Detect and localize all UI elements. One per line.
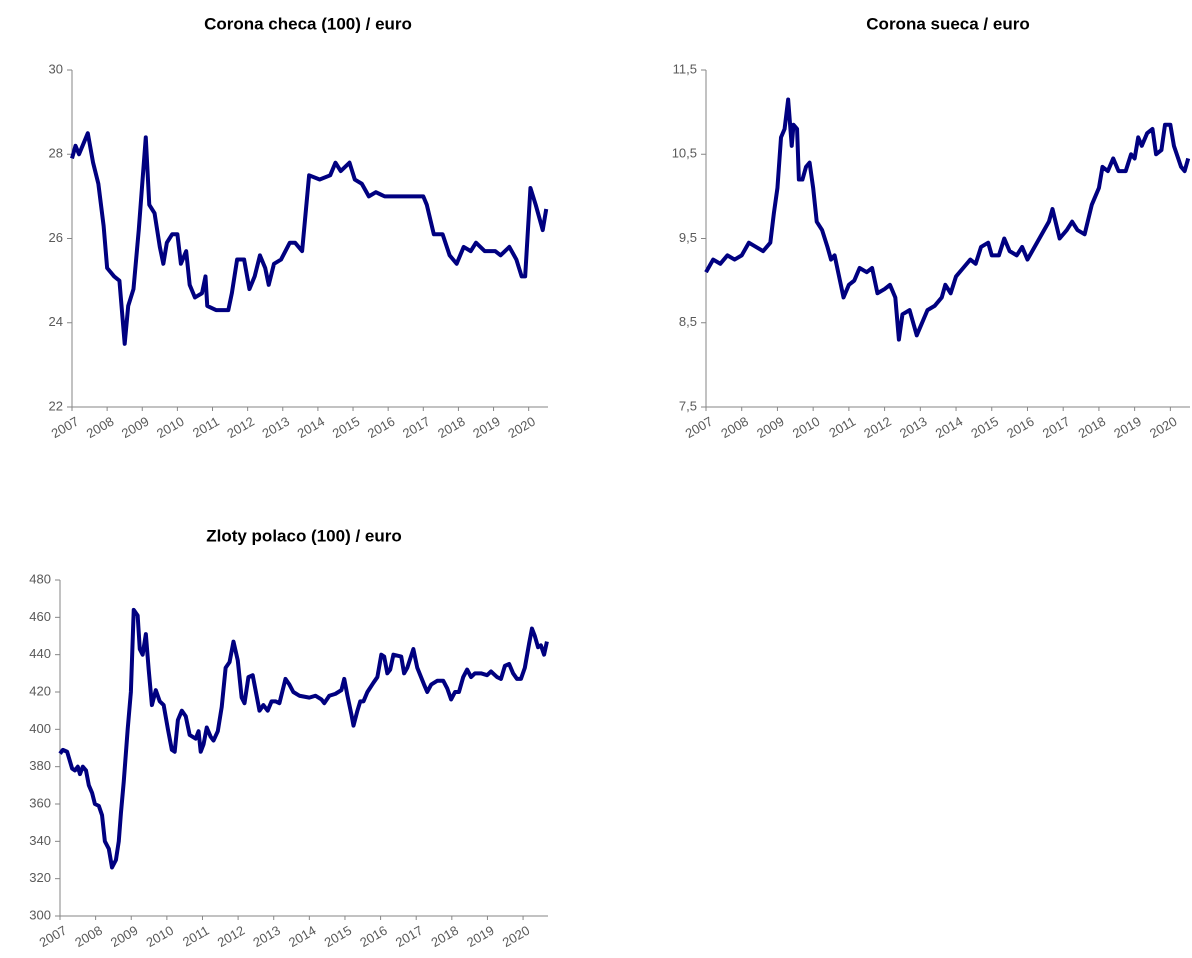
x-tick-label: 2018 [435, 414, 468, 441]
x-tick-label: 2019 [464, 923, 497, 950]
x-tick-label: 2019 [1111, 414, 1144, 441]
x-tick-label: 2013 [897, 414, 930, 441]
x-tick-label: 2017 [393, 923, 426, 950]
y-tick-label: 480 [29, 571, 51, 586]
y-tick-label: 300 [29, 907, 51, 922]
x-tick-label: 2013 [250, 923, 283, 950]
x-tick-label: 2018 [1076, 414, 1109, 441]
y-tick-label: 7,5 [679, 398, 697, 413]
y-tick-label: 26 [49, 230, 63, 245]
x-tick-label: 2011 [190, 414, 222, 441]
x-tick-label: 2015 [330, 414, 363, 441]
x-tick-label: 2008 [84, 414, 117, 441]
y-tick-label: 380 [29, 758, 51, 773]
y-tick-label: 24 [49, 314, 63, 329]
x-tick-label: 2010 [790, 414, 823, 441]
y-tick-label: 8,5 [679, 314, 697, 329]
chart-title: Zloty polaco (100) / euro [206, 526, 402, 545]
y-tick-label: 420 [29, 683, 51, 698]
y-tick-label: 28 [49, 146, 63, 161]
data-line [704, 97, 1191, 342]
x-tick-label: 2007 [49, 414, 82, 441]
x-tick-label: 2015 [322, 923, 355, 950]
y-tick-label: 9,5 [679, 230, 697, 245]
data-line [70, 131, 549, 346]
x-tick-label: 2016 [1004, 414, 1037, 441]
x-tick-label: 2017 [400, 414, 433, 441]
x-tick-label: 2009 [754, 414, 787, 441]
y-tick-label: 440 [29, 646, 51, 661]
y-tick-label: 460 [29, 609, 51, 624]
y-tick-label: 11,5 [673, 61, 697, 76]
x-tick-label: 2010 [154, 414, 187, 441]
y-tick-label: 320 [29, 870, 51, 885]
x-tick-label: 2007 [683, 414, 716, 441]
y-tick-label: 10,5 [672, 146, 697, 161]
x-tick-label: 2008 [718, 414, 751, 441]
x-tick-label: 2020 [500, 923, 533, 950]
x-tick-label: 2016 [365, 414, 398, 441]
x-tick-label: 2008 [72, 923, 105, 950]
x-tick-label: 2014 [295, 414, 328, 441]
x-tick-label: 2011 [826, 414, 858, 441]
x-tick-label: 2015 [968, 414, 1001, 441]
x-tick-label: 2014 [286, 923, 319, 950]
x-tick-label: 2019 [470, 414, 503, 441]
y-tick-label: 340 [29, 833, 51, 848]
x-tick-label: 2013 [259, 414, 292, 441]
y-tick-label: 400 [29, 721, 51, 736]
x-tick-label: 2018 [428, 923, 461, 950]
x-tick-label: 2012 [215, 923, 248, 950]
x-tick-label: 2010 [144, 923, 177, 950]
x-tick-label: 2012 [224, 414, 257, 441]
x-tick-label: 2014 [933, 414, 966, 441]
chart-title: Corona checa (100) / euro [204, 14, 412, 33]
y-tick-label: 30 [49, 61, 63, 76]
data-line [58, 607, 549, 870]
x-tick-label: 2020 [505, 414, 538, 441]
x-tick-label: 2011 [180, 923, 212, 950]
x-tick-label: 2012 [861, 414, 894, 441]
x-tick-label: 2009 [119, 414, 152, 441]
x-tick-label: 2007 [37, 923, 70, 950]
x-tick-label: 2016 [357, 923, 390, 950]
x-tick-label: 2017 [1040, 414, 1073, 441]
y-tick-label: 22 [49, 398, 63, 413]
chart-title: Corona sueca / euro [866, 14, 1029, 33]
x-tick-label: 2020 [1147, 414, 1180, 441]
x-tick-label: 2009 [108, 923, 141, 950]
y-tick-label: 360 [29, 795, 51, 810]
